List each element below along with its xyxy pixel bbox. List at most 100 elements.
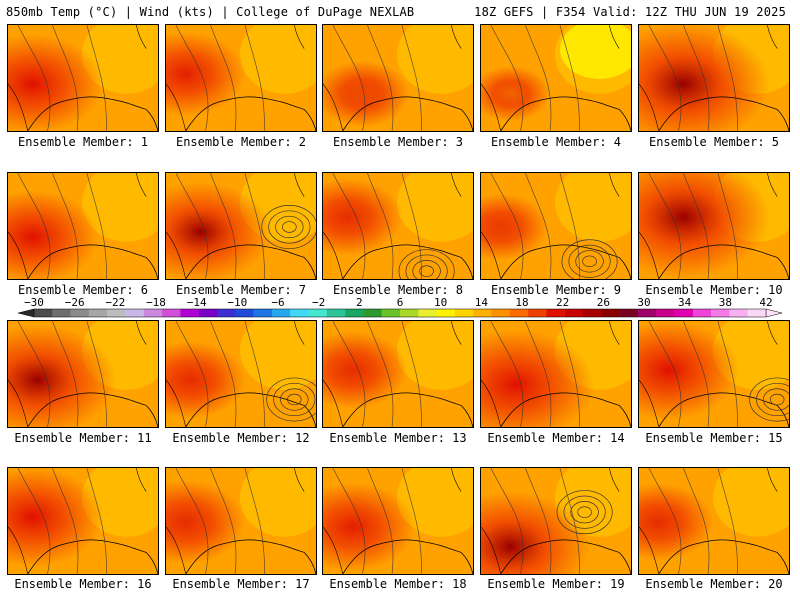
isobar <box>683 321 710 427</box>
member-caption-18: Ensemble Member: 18 <box>329 577 467 591</box>
isobar <box>490 25 524 131</box>
coastline <box>342 392 473 427</box>
isobar <box>648 468 682 574</box>
colorbar-swatch <box>473 309 492 317</box>
colorbar-swatch <box>564 309 584 317</box>
low-pressure-contour <box>398 249 455 279</box>
colorbar-tick-label: 2 <box>356 296 363 309</box>
isobar <box>332 468 366 574</box>
low-pressure-contour <box>769 393 785 406</box>
member-caption-10: Ensemble Member: 10 <box>645 283 783 297</box>
isobar <box>210 173 237 279</box>
colorbar-swatch <box>692 309 712 317</box>
isobar <box>332 173 366 279</box>
colorbar-tick-label: 6 <box>397 296 404 309</box>
coastline <box>658 244 789 279</box>
colorbar-tick-label: −18 <box>146 296 166 309</box>
isobar <box>559 173 581 279</box>
colorbar-swatch <box>52 309 71 317</box>
member-caption-6: Ensemble Member: 6 <box>17 283 149 297</box>
isobar <box>175 321 209 427</box>
member-map-14 <box>480 320 632 428</box>
isobar <box>210 468 237 574</box>
coastline <box>27 96 158 131</box>
member-map-17 <box>165 467 317 575</box>
colorbar-swatch <box>674 309 693 317</box>
low-pressure-contour <box>575 250 604 273</box>
colorbar-swatch <box>290 309 309 317</box>
member-map-7 <box>165 172 317 280</box>
member-caption-4: Ensemble Member: 4 <box>490 135 622 149</box>
colorbar-swatch <box>747 309 767 317</box>
member-map-4 <box>480 24 632 132</box>
colorbar-swatch <box>363 309 382 317</box>
isobar <box>559 321 581 427</box>
colorbar-swatch <box>271 309 291 317</box>
member-caption-9: Ensemble Member: 9 <box>490 283 622 297</box>
isobar <box>648 173 682 279</box>
coastline <box>500 96 631 131</box>
isobar <box>559 25 581 131</box>
colorbar-swatch <box>656 309 675 317</box>
colorbar-swatch <box>326 309 346 317</box>
colorbar-max-arrow <box>765 308 783 318</box>
isobar <box>490 173 524 279</box>
colorbar-swatch <box>253 309 273 317</box>
member-map-6 <box>7 172 159 280</box>
isobar <box>17 173 51 279</box>
colorbar-min-arrow <box>17 308 35 318</box>
isobar <box>86 321 108 427</box>
low-pressure-contour <box>568 244 611 278</box>
isobar <box>175 173 209 279</box>
colorbar-tick-label: 22 <box>556 296 569 309</box>
isobar <box>17 321 51 427</box>
colorbar-swatch <box>619 309 639 317</box>
low-pressure-contour <box>577 506 592 518</box>
map-title: 850mb Temp (°C) | Wind (kts) | College o… <box>6 5 415 19</box>
member-caption-1: Ensemble Member: 1 <box>17 135 149 149</box>
low-pressure-contour <box>561 239 618 279</box>
colorbar-swatch <box>491 309 510 317</box>
isobar <box>648 25 682 131</box>
temperature-colorbar: −30 −26 −22 −18 −14 −10 −6 −2 2 6 10 14 18 22 26 30 34 38… <box>0 296 800 322</box>
isobar <box>525 321 552 427</box>
colorbar-swatch <box>637 309 657 317</box>
member-caption-15: Ensemble Member: 15 <box>645 431 783 445</box>
isobar <box>525 25 552 131</box>
colorbar-swatch <box>34 309 53 317</box>
isobar <box>52 25 79 131</box>
colorbar-swatch <box>88 309 108 317</box>
isobar <box>210 321 237 427</box>
colorbar-swatch <box>381 309 401 317</box>
isobar <box>86 25 108 131</box>
member-map-9 <box>480 172 632 280</box>
member-map-16 <box>7 467 159 575</box>
colorbar-swatch <box>400 309 419 317</box>
low-pressure-contour <box>261 205 316 249</box>
member-map-2 <box>165 24 317 132</box>
colorbar-swatch <box>509 309 529 317</box>
isobar <box>244 173 266 279</box>
colorbar-tick-label: 14 <box>475 296 489 309</box>
colorbar-tick-label: −26 <box>65 296 85 309</box>
coastline <box>658 392 789 427</box>
colorbar-tick-label: −14 <box>187 296 207 309</box>
isobar <box>648 321 682 427</box>
colorbar-tick-label: −22 <box>105 296 125 309</box>
colorbar-tick-label: −6 <box>271 296 284 309</box>
member-map-8 <box>322 172 474 280</box>
member-map-18 <box>322 467 474 575</box>
isobar <box>401 173 423 279</box>
colorbar-swatch <box>546 309 565 317</box>
member-map-11 <box>7 320 159 428</box>
isobar <box>401 321 423 427</box>
coastline <box>27 539 158 574</box>
low-pressure-contour <box>749 377 789 422</box>
isobar <box>175 468 209 574</box>
colorbar-tick-label: 10 <box>434 296 447 309</box>
low-pressure-contour <box>280 388 309 411</box>
colorbar-tick-label: 26 <box>597 296 610 309</box>
coastline <box>342 96 473 131</box>
isobar <box>525 468 552 574</box>
isobar <box>17 468 51 574</box>
